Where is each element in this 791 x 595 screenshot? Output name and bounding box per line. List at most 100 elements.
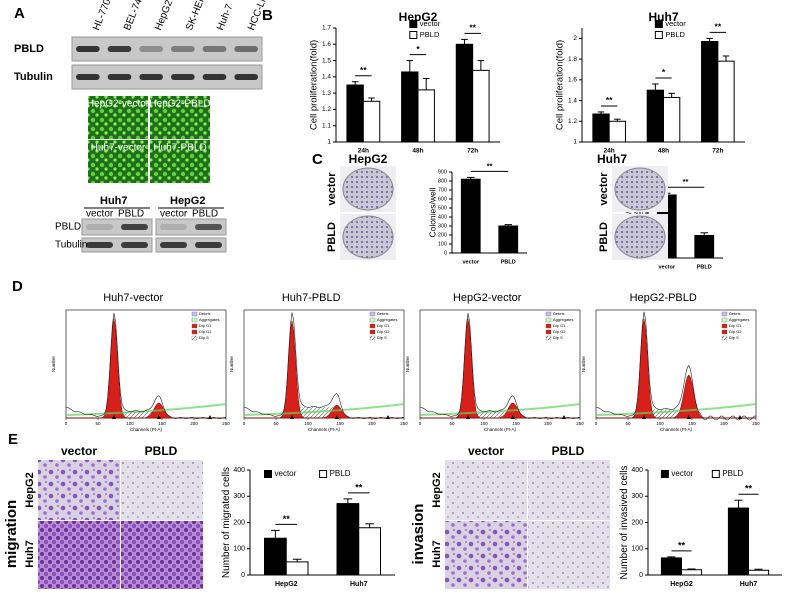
legend-label: Dip G1: [377, 323, 390, 328]
blot-row-label: PBLD: [55, 222, 81, 233]
band: [76, 46, 100, 52]
legend-swatch: [191, 317, 198, 323]
y-tick-label: 1.8: [568, 56, 577, 63]
row-label: HepG2: [24, 472, 36, 507]
x-tick-label: 250: [752, 421, 760, 426]
peak-marker: [642, 415, 646, 419]
bar: [264, 537, 287, 576]
y-tick-label: 0: [444, 250, 447, 256]
peak-marker: [112, 415, 116, 419]
y-tick-label: 100: [233, 546, 245, 553]
column-label: vector: [468, 444, 504, 458]
y-tick-label: 200: [233, 519, 245, 526]
x-axis-label: Channels (PI-A): [308, 427, 341, 432]
band: [202, 46, 227, 52]
legend-label: vector: [420, 19, 441, 28]
row-label: Huh7: [431, 540, 443, 568]
sphase-area: [66, 411, 226, 418]
significance-label: **: [745, 484, 753, 494]
x-tick-label: 200: [368, 421, 376, 426]
bar: [401, 71, 419, 143]
x-tick-label: PBLD: [697, 264, 712, 270]
peak-marker: [738, 415, 742, 419]
bar: [362, 100, 381, 143]
total-line: [243, 312, 404, 419]
blot: [155, 237, 227, 253]
plate-title: HepG2: [349, 152, 388, 166]
band: [107, 46, 132, 52]
transwell-image: [445, 460, 527, 520]
transwell-image: [528, 521, 610, 589]
aggregate-line: [595, 403, 757, 416]
x-tick-label: Huh7: [350, 581, 368, 588]
band: [202, 74, 227, 80]
band: [86, 242, 113, 248]
y-axis-label: Cell proliferation(fold): [554, 40, 565, 130]
bar: [660, 557, 683, 576]
legend-swatch: [409, 31, 418, 39]
legend-label: Aggregates: [729, 317, 749, 322]
y-axis-label: Number: [405, 356, 410, 373]
bar: [336, 503, 360, 576]
x-tick-label: 150: [336, 421, 344, 426]
x-tick-label: HepG2: [275, 581, 298, 588]
significance-label: **: [683, 177, 689, 186]
significance-label: *: [416, 44, 420, 54]
cell-line-label: Huh-7: [215, 2, 236, 32]
plate-row-label: PBLD: [326, 222, 338, 252]
peak-marker: [686, 415, 691, 419]
y-tick-label: 600: [438, 196, 447, 202]
band: [234, 46, 258, 52]
histogram-title: Huh7-PBLD: [282, 292, 341, 304]
bar: [358, 527, 381, 576]
plate-title: Huh7: [597, 152, 627, 166]
significance-label: **: [678, 540, 686, 550]
bar: [285, 561, 309, 576]
x-tick-label: 200: [190, 421, 198, 426]
lane-label: PBLD: [192, 209, 218, 220]
x-tick-label: 0: [243, 421, 246, 426]
row-label: HepG2: [431, 472, 443, 507]
x-tick-label: 150: [158, 421, 166, 426]
band: [121, 224, 148, 230]
y-tick-label: 300: [631, 493, 643, 500]
x-axis-label: Channels (PI-A): [484, 427, 517, 432]
band: [121, 242, 148, 248]
y-axis-label: Cell proliferation(fold): [308, 40, 319, 130]
band: [195, 242, 222, 248]
band: [160, 224, 187, 230]
legend-label: vector: [665, 19, 686, 28]
band: [195, 224, 222, 230]
bar: [592, 113, 610, 143]
x-tick-label: 48h: [412, 148, 423, 155]
y-tick-label: 1.3: [322, 90, 331, 97]
sphase-area: [420, 411, 580, 418]
peak-marker: [208, 415, 212, 419]
micrograph-label: Huh7-PBLD: [153, 143, 206, 154]
sphase-area: [244, 407, 404, 418]
panel-letter: D: [12, 278, 23, 295]
legend-label: Dip G2: [553, 329, 566, 334]
histogram-title: HepG2-vector: [453, 292, 522, 304]
significance-label: **: [487, 161, 493, 170]
y-tick-label: 400: [438, 214, 447, 220]
y-tick-label: 1.4: [322, 74, 331, 81]
legend-label: PBLD: [420, 30, 440, 39]
band: [171, 74, 195, 80]
assay-label: migration: [3, 500, 20, 568]
bar: [646, 89, 665, 143]
transwell-image: [528, 460, 610, 520]
micrograph: [88, 96, 148, 139]
y-tick-label: 700: [438, 187, 447, 193]
significance-label: **: [715, 22, 722, 32]
legend-swatch: [721, 311, 728, 317]
legend-swatch: [721, 317, 728, 323]
lane-label: PBLD: [118, 209, 144, 220]
legend-label: Dip S: [553, 335, 563, 340]
y-tick-label: 0: [241, 572, 245, 579]
row-label: Huh7: [24, 540, 36, 568]
histogram-title: Huh7-vector: [103, 292, 163, 304]
cell-line-label: HL-7702: [91, 0, 116, 32]
peak-marker: [510, 415, 515, 419]
legend-swatch: [721, 335, 728, 341]
